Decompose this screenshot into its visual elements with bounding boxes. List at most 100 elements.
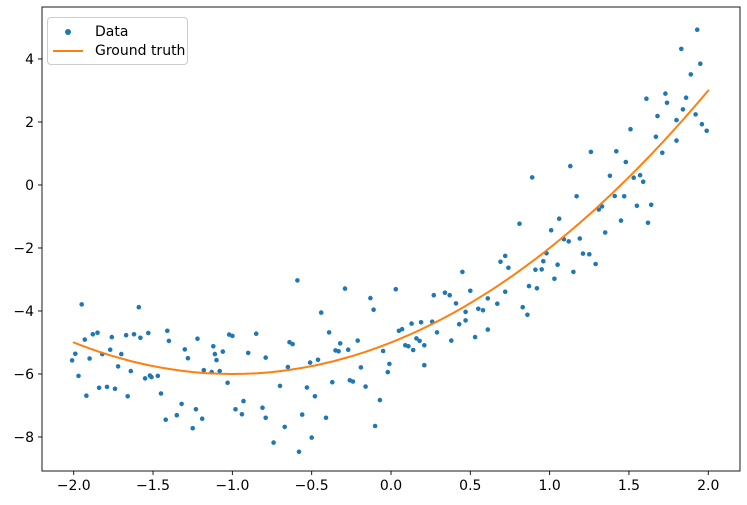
legend-entry-ground-truth: Ground truth — [48, 41, 187, 60]
scatter-point — [112, 386, 118, 392]
scatter-point — [645, 220, 651, 226]
scatter-point — [125, 394, 130, 399]
x-tick-label: −1.0 — [215, 478, 249, 494]
scatter-point — [185, 355, 191, 361]
scatter-point — [337, 341, 343, 346]
scatter-point — [233, 407, 238, 412]
scatter-point — [217, 368, 222, 374]
scatter-point — [447, 292, 453, 298]
scatter-point — [82, 337, 88, 342]
scatter-point — [355, 338, 361, 343]
scatter-point — [230, 333, 235, 339]
x-tick-label: 1.5 — [618, 478, 640, 494]
scatter-point — [463, 309, 468, 315]
scatter-point — [193, 407, 199, 412]
scatter-point — [634, 203, 640, 209]
scatter-point — [214, 357, 219, 363]
y-tick-label: −6 — [13, 367, 34, 383]
scatter-point — [577, 236, 583, 241]
scatter-point — [593, 261, 598, 267]
scatter-point — [115, 364, 121, 369]
scatter-point — [664, 100, 670, 106]
scatter-point — [431, 292, 437, 298]
scatter-point — [602, 230, 608, 235]
scatter-point — [449, 338, 454, 343]
scatter-point — [166, 338, 172, 344]
scatter-point — [73, 351, 78, 357]
scatter-point — [529, 175, 535, 180]
scatter-point — [128, 368, 134, 374]
scatter-point — [526, 283, 532, 289]
scatter-point — [418, 320, 424, 325]
ground-truth-curve — [72, 89, 710, 376]
scatter-point — [90, 332, 96, 337]
scatter-point — [146, 330, 151, 336]
x-tick-label: 1.0 — [539, 478, 561, 494]
y-tick-label: 4 — [25, 52, 34, 68]
scatter-point — [456, 321, 462, 327]
scatter-point — [463, 318, 468, 323]
scatter-point — [195, 336, 200, 342]
scatter-point — [76, 373, 81, 379]
scatter-point — [220, 349, 226, 354]
scatter-point — [309, 435, 315, 440]
scatter-point — [69, 358, 75, 363]
scatter-point — [271, 440, 276, 445]
scatter-point — [607, 173, 613, 179]
scatter-point — [556, 216, 562, 221]
scatter-point — [623, 159, 629, 165]
scatter-point — [165, 328, 170, 334]
scatter-point — [571, 269, 576, 275]
scatter-point — [618, 218, 624, 223]
data-marker-icon — [65, 28, 71, 35]
scatter-point — [640, 179, 646, 185]
scatter-point — [541, 258, 546, 264]
scatter-point — [694, 27, 700, 32]
scatter-point — [587, 252, 592, 257]
scatter-point — [336, 349, 341, 354]
scatter-point — [653, 134, 659, 140]
scatter-point — [409, 321, 414, 326]
scatter-point — [693, 112, 698, 117]
scatter-point — [299, 412, 305, 417]
scatter-point — [380, 348, 386, 354]
scatter-point — [131, 332, 137, 337]
y-tick-label: −4 — [13, 304, 34, 320]
scatter-point — [588, 149, 594, 155]
scatter-point — [296, 449, 302, 455]
scatter-point — [480, 308, 486, 313]
scatter-point — [566, 239, 571, 244]
scatter-point — [87, 356, 92, 361]
scatter-point — [674, 117, 679, 123]
scatter-point — [399, 326, 405, 332]
scatter-point — [520, 304, 525, 310]
scatter-point — [179, 401, 184, 407]
scatter-point — [199, 416, 205, 422]
scatter-point — [138, 335, 143, 341]
scatter-point — [307, 360, 313, 365]
scatter-point — [680, 107, 686, 112]
scatter-point — [158, 391, 164, 396]
scatter-point — [485, 327, 491, 332]
x-tick-label: −1.5 — [136, 478, 170, 494]
scatter-point — [290, 341, 295, 347]
legend: Data Ground truth — [47, 17, 188, 65]
scatter-point — [282, 424, 288, 430]
y-tick-label: −2 — [13, 241, 34, 257]
scatter-point — [363, 384, 368, 389]
scatter-point — [245, 350, 251, 356]
scatter-point — [136, 304, 142, 310]
x-tick-label: 2.0 — [697, 478, 719, 494]
legend-marker-box — [48, 28, 88, 35]
scatter-point — [698, 61, 703, 66]
scatter-point — [371, 307, 376, 313]
scatter-point — [699, 121, 705, 127]
scatter-point — [326, 330, 332, 335]
scatter-point — [679, 46, 684, 52]
scatter-point — [84, 393, 89, 399]
scatter-point — [555, 262, 560, 268]
scatter-point — [548, 228, 554, 233]
scatter-point — [552, 276, 557, 282]
scatter-point — [149, 374, 154, 380]
